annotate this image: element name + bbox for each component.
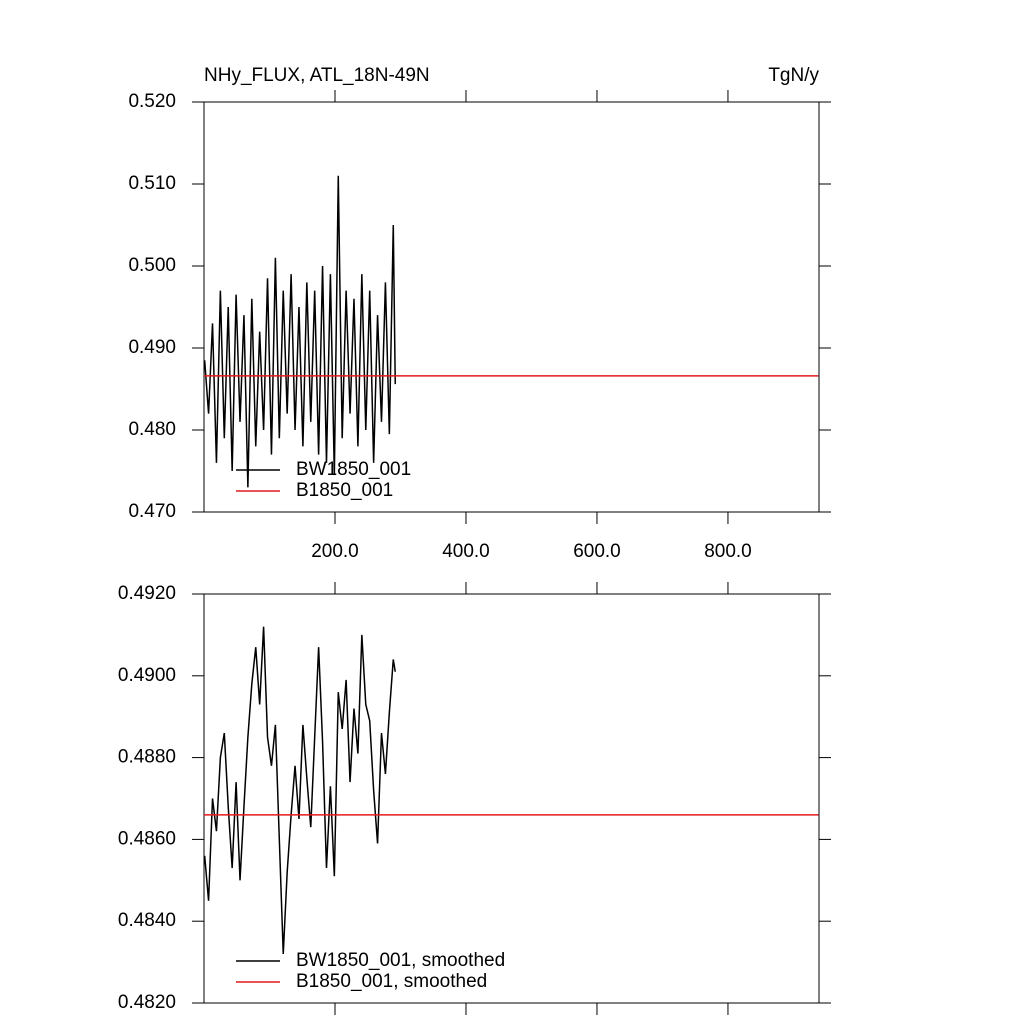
y-tick-label: 0.520 <box>128 91 176 112</box>
title-left: NHy_FLUX, ATL_18N-49N <box>204 65 430 86</box>
plot-frame <box>203 593 820 1004</box>
y-tick-label: 0.480 <box>128 419 176 440</box>
title-right: TgN/y <box>768 65 819 86</box>
y-tick-label: 0.490 <box>128 337 176 358</box>
legend-label: BW1850_001 <box>296 459 411 480</box>
plot-frame <box>203 101 820 513</box>
y-tick-label: 0.500 <box>128 255 176 276</box>
legend-label: B1850_001, smoothed <box>296 971 487 992</box>
y-tick-label: 0.4920 <box>118 583 176 604</box>
x-tick-label: 400.0 <box>442 541 490 562</box>
y-tick-label: 0.4860 <box>118 828 176 849</box>
series-line <box>203 626 396 954</box>
y-tick-label: 0.4820 <box>118 992 176 1013</box>
legend-label: B1850_001 <box>296 480 393 501</box>
y-tick-label: 0.4880 <box>118 747 176 768</box>
y-tick-label: 0.4900 <box>118 665 176 686</box>
x-tick-label: 800.0 <box>704 541 752 562</box>
series-line <box>203 175 396 488</box>
legend-label: BW1850_001, smoothed <box>296 950 505 971</box>
y-tick-label: 0.4840 <box>118 910 176 931</box>
y-tick-label: 0.470 <box>128 501 176 522</box>
x-tick-label: 200.0 <box>311 541 359 562</box>
x-tick-label: 600.0 <box>573 541 621 562</box>
y-tick-label: 0.510 <box>128 173 176 194</box>
